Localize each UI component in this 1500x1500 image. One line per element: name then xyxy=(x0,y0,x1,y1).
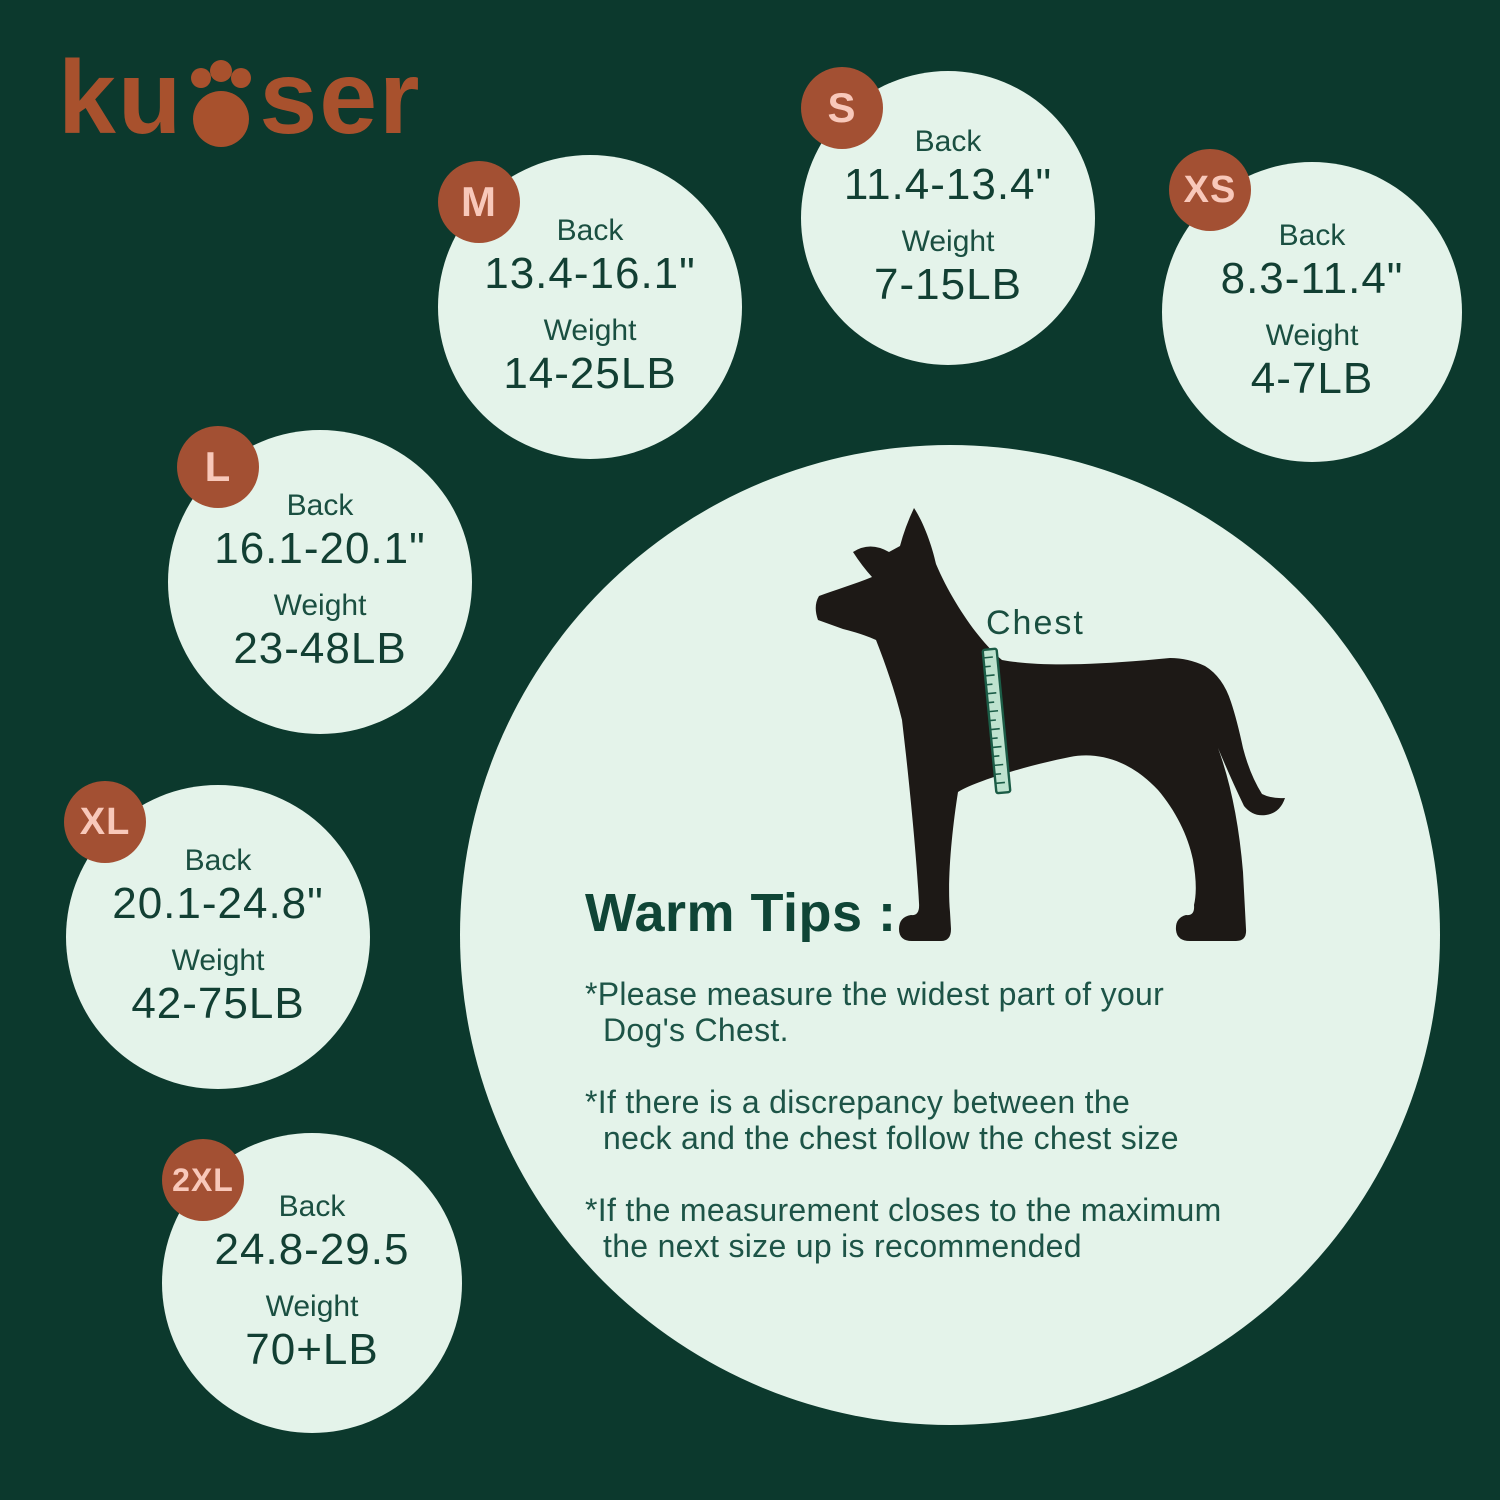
warm-tip-1-line-1: *Please measure the widest part of your xyxy=(585,976,1165,1012)
weight-label: Weight xyxy=(273,589,367,622)
size-badge-m-label: M xyxy=(461,178,497,225)
size-badge-s-label: S xyxy=(827,84,857,131)
size-badge-2xl-label: 2XL xyxy=(172,1161,234,1198)
size-badge-m: M xyxy=(438,161,520,243)
size-badge-xl: XL xyxy=(64,781,146,863)
back-label: Back xyxy=(184,844,252,877)
back-label: Back xyxy=(278,1190,346,1223)
weight-range: 4-7LB xyxy=(1250,354,1374,403)
size-badge-xs-label: XS xyxy=(1183,168,1237,211)
warm-tip-2: *If there is a discrepancy between the n… xyxy=(585,1084,1375,1156)
warm-tip-2-line-2: neck and the chest follow the chest size xyxy=(603,1120,1179,1156)
weight-label: Weight xyxy=(901,225,995,258)
size-badge-xs: XS xyxy=(1169,149,1251,231)
warm-tip-1-line-2: Dog's Chest. xyxy=(603,1012,789,1048)
chest-label: Chest xyxy=(986,604,1085,642)
back-range: 16.1-20.1" xyxy=(214,524,426,573)
size-badge-s: S xyxy=(801,67,883,149)
brand-logo: ku ser xyxy=(58,44,422,152)
weight-range: 7-15LB xyxy=(874,260,1022,309)
brand-logo-text-right: ser xyxy=(259,40,422,156)
weight-label: Weight xyxy=(543,314,637,347)
back-range: 24.8-29.5 xyxy=(214,1225,410,1274)
weight-range: 42-75LB xyxy=(131,979,305,1028)
size-circle-l: L Back 16.1-20.1" Weight 23-48LB xyxy=(168,426,472,734)
warm-tips: Warm Tips : *Please measure the widest p… xyxy=(585,884,1375,1300)
size-circle-xs: XS Back 8.3-11.4" Weight 4-7LB xyxy=(1162,149,1462,462)
size-circle-s: S Back 11.4-13.4" Weight 7-15LB xyxy=(801,67,1095,365)
back-range: 13.4-16.1" xyxy=(484,249,696,298)
size-circle-2xl: 2XL Back 24.8-29.5 Weight 70+LB xyxy=(162,1133,462,1433)
size-circle-m: M Back 13.4-16.1" Weight 14-25LB xyxy=(438,155,742,459)
back-label: Back xyxy=(556,214,624,247)
weight-label: Weight xyxy=(171,944,265,977)
warm-tip-1: *Please measure the widest part of your … xyxy=(585,976,1375,1048)
back-label: Back xyxy=(1278,219,1346,252)
weight-range: 14-25LB xyxy=(503,349,677,398)
size-badge-2xl: 2XL xyxy=(162,1139,244,1221)
size-badge-l: L xyxy=(177,426,259,508)
back-label: Back xyxy=(914,125,982,158)
weight-label: Weight xyxy=(1265,319,1359,352)
warm-tip-3: *If the measurement closes to the maximu… xyxy=(585,1192,1375,1264)
size-badge-l-label: L xyxy=(204,443,232,490)
warm-tip-3-line-2: the next size up is recommended xyxy=(603,1228,1082,1264)
weight-label: Weight xyxy=(265,1290,359,1323)
back-range: 8.3-11.4" xyxy=(1220,254,1404,303)
warm-tip-3-line-1: *If the measurement closes to the maximu… xyxy=(585,1192,1222,1228)
weight-range: 23-48LB xyxy=(233,624,407,673)
brand-logo-text-left: ku xyxy=(58,40,184,156)
back-range: 20.1-24.8" xyxy=(112,879,324,928)
back-range: 11.4-13.4" xyxy=(843,160,1053,209)
warm-tip-2-line-1: *If there is a discrepancy between the xyxy=(585,1084,1131,1120)
size-circle-xl: XL Back 20.1-24.8" Weight 42-75LB xyxy=(64,781,370,1089)
warm-tips-title: Warm Tips : xyxy=(585,883,897,943)
size-badge-xl-label: XL xyxy=(79,800,131,843)
paw-icon xyxy=(191,60,252,147)
back-label: Back xyxy=(286,489,354,522)
weight-range: 70+LB xyxy=(245,1325,379,1374)
